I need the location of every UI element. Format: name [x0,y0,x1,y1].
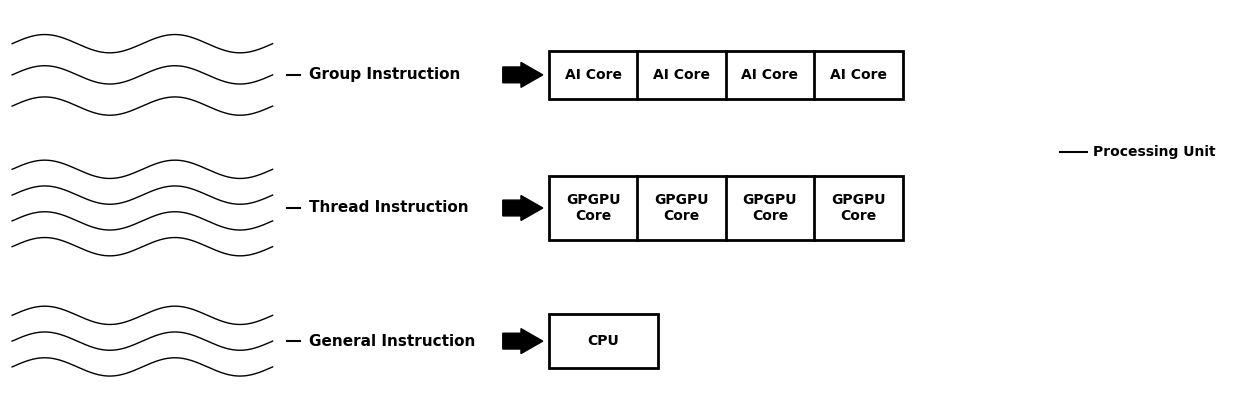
FancyArrow shape [502,196,543,220]
Text: AI Core: AI Core [830,68,887,82]
Text: AI Core: AI Core [653,68,711,82]
Text: AI Core: AI Core [564,68,621,82]
Bar [549,51,903,99]
Text: GPGPU
Core: GPGPU Core [655,193,709,223]
Bar [549,176,903,240]
Text: General Instruction: General Instruction [309,334,475,349]
Text: Group Instruction: Group Instruction [309,67,460,82]
Bar [549,314,658,368]
FancyArrow shape [502,329,543,354]
Text: AI Core: AI Core [742,68,799,82]
Text: Processing Unit: Processing Unit [1092,145,1215,159]
FancyArrow shape [502,62,543,87]
Text: GPGPU
Core: GPGPU Core [743,193,797,223]
Text: GPGPU
Core: GPGPU Core [565,193,620,223]
Text: CPU: CPU [588,334,619,348]
Text: Thread Instruction: Thread Instruction [309,201,469,215]
Text: GPGPU
Core: GPGPU Core [831,193,885,223]
